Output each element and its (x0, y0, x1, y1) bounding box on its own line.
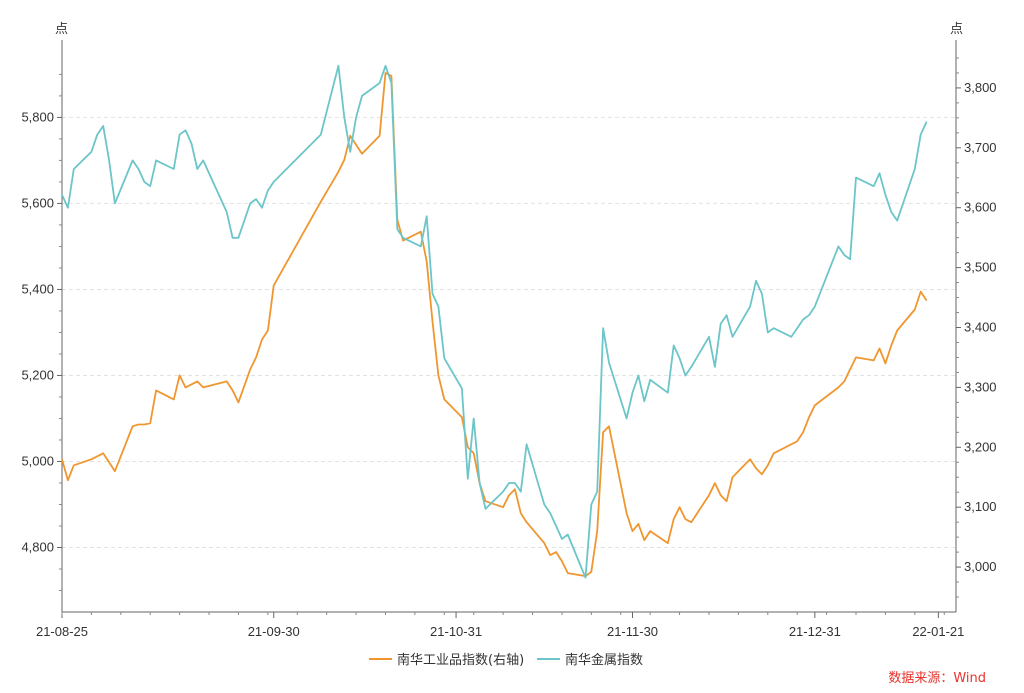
left-tick-label-2: 5,200 (21, 367, 54, 382)
right-tick-label-6: 3,600 (964, 200, 997, 215)
axes (61, 40, 957, 613)
right-tick-label-7: 3,700 (964, 140, 997, 155)
x-tick-label-1: 21-09-30 (248, 624, 300, 639)
x-tick-label-5: 22-01-21 (912, 624, 964, 639)
grid-lines (62, 116, 956, 548)
left-tick-label-5: 5,800 (21, 109, 54, 124)
x-tick-label-3: 21-11-30 (607, 624, 658, 639)
right-tick-label-1: 3,100 (964, 499, 997, 514)
left-axis-ticks: 4,800 5,000 5,200 5,400 5,600 5,800 (21, 73, 62, 591)
series-line-0 (61, 72, 928, 577)
series-layer (61, 64, 928, 579)
right-axis-unit: 点 (950, 22, 963, 37)
legend-label-industrial: 南华工业品指数(右轴) (397, 652, 524, 668)
right-axis-ticks: 3,000 3,100 3,200 3,300 3,400 3,500 3,600 3,700… (956, 57, 997, 598)
left-axis-unit: 点 (55, 22, 68, 37)
x-tick-label-2: 21-10-31 (430, 624, 482, 639)
x-tick-label-4: 21-12-31 (789, 624, 841, 639)
right-tick-label-0: 3,000 (964, 559, 997, 574)
x-tick-label-0: 21-08-25 (36, 624, 88, 639)
legend-label-metal: 南华金属指数 (565, 652, 643, 668)
right-tick-label-4: 3,400 (964, 319, 997, 334)
right-tick-label-2: 3,200 (964, 439, 997, 454)
right-tick-label-5: 3,500 (964, 260, 997, 275)
left-tick-label-4: 5,600 (21, 195, 54, 210)
right-tick-label-8: 3,800 (964, 80, 997, 95)
data-source-note: 数据来源：Wind (888, 671, 986, 686)
left-tick-label-0: 4,800 (21, 539, 54, 554)
series-line-1 (61, 64, 928, 579)
right-tick-label-3: 3,300 (964, 379, 997, 394)
legend: 南华工业品指数(右轴) 南华金属指数 (369, 652, 643, 668)
left-tick-label-3: 5,400 (21, 281, 54, 296)
left-tick-label-1: 5,000 (21, 453, 54, 468)
x-axis-ticks: 21-08-25 21-09-30 21-10-31 21-11-30 21-12-31… (36, 612, 964, 639)
